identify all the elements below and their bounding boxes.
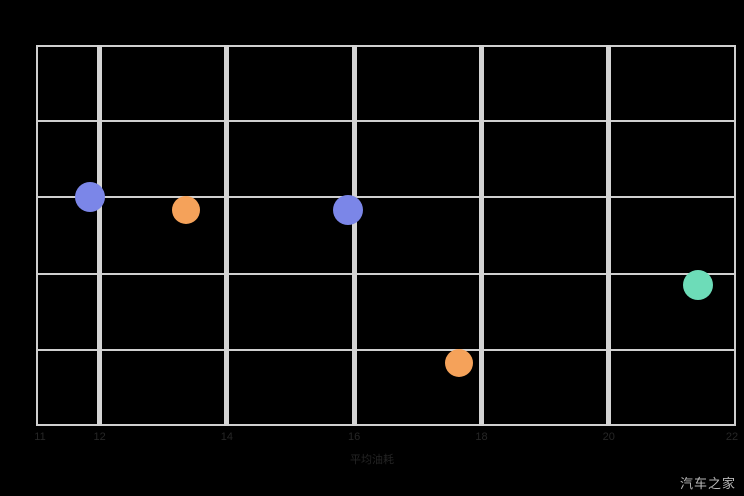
x-tick-label: 20 (602, 431, 615, 443)
axis-left-line (36, 45, 38, 426)
gridline-vertical (478, 45, 484, 426)
gridline-horizontal (36, 196, 736, 199)
data-point-bubble[interactable] (445, 348, 474, 377)
gridline-vertical (351, 45, 357, 426)
data-point-bubble[interactable] (75, 181, 106, 212)
x-tick-label: 22 (725, 431, 739, 443)
axis-right-line (734, 45, 736, 426)
gridline-horizontal (36, 120, 736, 123)
x-tick-label: 12 (93, 431, 106, 443)
gridline-vertical (224, 45, 230, 426)
watermark-logo: 汽车之家 (679, 476, 736, 491)
x-tick-label: 11 (34, 431, 46, 443)
x-tick-label: 16 (348, 431, 361, 443)
data-point-bubble[interactable] (682, 270, 713, 301)
gridline-horizontal (36, 272, 736, 275)
x-tick-label: 14 (220, 431, 234, 443)
axis-top-line (36, 45, 736, 47)
data-point-bubble[interactable] (171, 196, 200, 225)
gridline-vertical (97, 45, 103, 426)
gridline-horizontal (36, 348, 736, 351)
x-axis-title: 平均油耗 (350, 454, 394, 466)
axis-bottom-line (36, 424, 736, 426)
data-point-bubble[interactable] (332, 194, 363, 225)
gridline-vertical (606, 45, 612, 426)
x-tick-label: 18 (475, 431, 488, 443)
